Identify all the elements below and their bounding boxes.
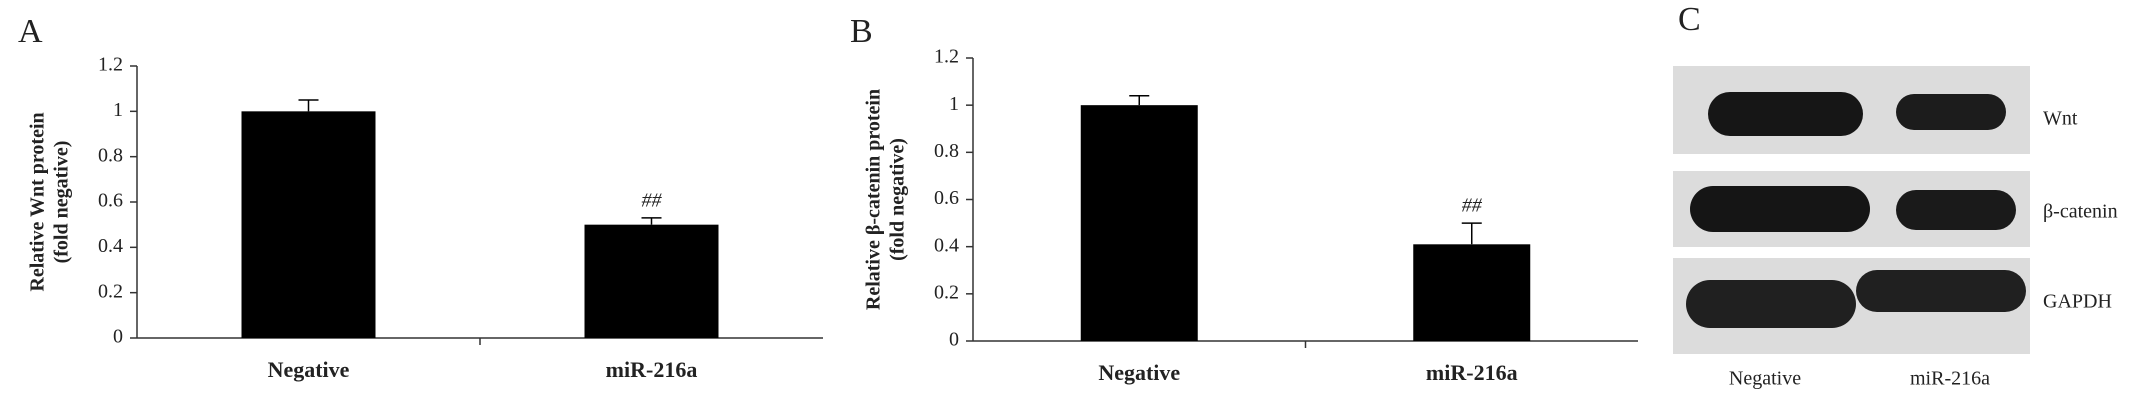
band: [1896, 190, 2016, 230]
y-axis-label: (fold negative): [51, 141, 73, 264]
error-bar: [298, 99, 319, 112]
y-axis-label: Relative Wnt protein: [27, 112, 49, 291]
error-bar: [1461, 222, 1482, 245]
band: [1708, 92, 1863, 136]
y-tick-label: 0.2: [934, 281, 959, 303]
lane-label: miR-216a: [1910, 368, 1990, 390]
lane-label: Negative: [1729, 368, 1801, 390]
band: [1686, 280, 1856, 328]
y-tick-label: 0: [113, 326, 123, 348]
band: [1690, 186, 1870, 232]
blot-panel: C Wnt β-catenin GAPDH Negative miR-216a: [1673, 1, 2118, 390]
panel-label: C: [1678, 1, 1701, 38]
band-label: GAPDH: [2043, 291, 2112, 313]
x-tick-label: Negative: [268, 357, 350, 382]
significance-label: ##: [642, 189, 663, 211]
bar: [241, 111, 376, 338]
y-tick-label: 0.6: [98, 190, 123, 212]
y-tick-label: 0.4: [934, 234, 959, 256]
error-bar: [1129, 94, 1150, 106]
y-tick-label: 1: [113, 99, 123, 121]
band: [1856, 270, 2026, 312]
panel-label: A: [18, 13, 43, 50]
band-label: Wnt: [2043, 108, 2078, 130]
bar: [584, 224, 719, 338]
y-tick-label: 1.2: [98, 54, 123, 76]
y-axis-label: Relative β-catenin protein: [863, 89, 885, 310]
y-tick-label: 0.8: [934, 140, 959, 162]
y-tick-label: 0: [949, 329, 959, 351]
band-label: β-catenin: [2043, 201, 2118, 223]
band: [1896, 94, 2006, 130]
x-tick-label: miR-216a: [606, 357, 698, 382]
y-tick-label: 0.6: [934, 187, 959, 209]
y-axis-label: (fold negative): [887, 138, 909, 261]
x-tick-label: miR-216a: [1426, 360, 1518, 385]
panel-label: B: [850, 13, 873, 50]
y-tick-label: 0.2: [98, 280, 123, 302]
y-tick-label: 0.4: [98, 235, 123, 257]
error-bar: [641, 217, 662, 225]
y-tick-label: 1: [949, 93, 959, 115]
bar: [1080, 105, 1198, 342]
x-tick-label: Negative: [1098, 360, 1180, 385]
significance-label: ##: [1462, 195, 1483, 217]
y-tick-label: 0.8: [98, 144, 123, 166]
y-tick-label: 1.2: [934, 46, 959, 68]
bar: [1413, 244, 1531, 341]
